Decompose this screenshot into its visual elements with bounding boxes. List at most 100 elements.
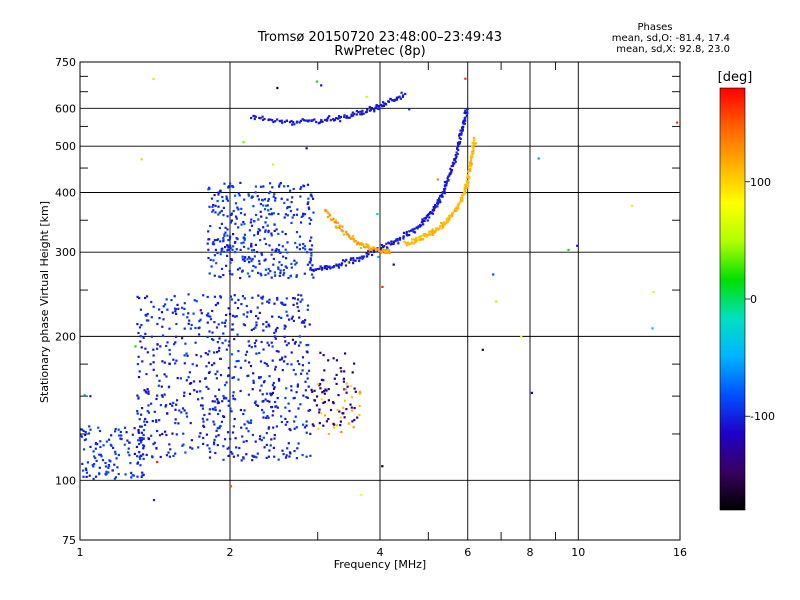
echo-point	[454, 154, 457, 157]
echo-point	[183, 362, 186, 365]
echo-point	[213, 194, 216, 197]
echo-point	[308, 222, 311, 225]
echo-point	[224, 226, 227, 229]
echo-point	[455, 209, 458, 212]
echo-point	[249, 364, 253, 368]
echo-point	[291, 216, 294, 219]
echo-point	[271, 248, 274, 251]
echo-point	[216, 427, 219, 430]
echo-point	[173, 343, 176, 346]
echo-point	[464, 112, 467, 115]
echo-point	[418, 238, 421, 241]
echo-point	[218, 337, 221, 340]
echo-point	[651, 327, 654, 330]
echo-point	[187, 293, 190, 296]
echo-point	[471, 152, 474, 156]
echo-point	[427, 213, 431, 216]
echo-point	[267, 267, 270, 271]
echo-point	[156, 343, 159, 346]
echo-point	[211, 400, 214, 403]
echo-point	[221, 321, 224, 324]
echo-point	[83, 438, 86, 442]
echo-point	[413, 231, 417, 234]
echo-point	[229, 185, 232, 188]
echo-point	[128, 441, 131, 444]
echo-point	[277, 267, 280, 271]
echo-point	[267, 272, 270, 275]
echo-point	[243, 324, 247, 327]
echo-point	[202, 420, 205, 423]
echo-point	[201, 404, 204, 407]
echo-point	[113, 477, 116, 480]
echo-point	[457, 144, 460, 147]
echo-point	[455, 151, 458, 154]
echo-point	[222, 445, 225, 448]
echo-point	[371, 247, 374, 250]
echo-point	[225, 313, 228, 317]
echo-point	[301, 320, 305, 323]
echo-point	[234, 194, 237, 197]
echo-point	[259, 272, 262, 275]
echo-point	[351, 111, 354, 114]
echo-point	[468, 168, 471, 171]
echo-point	[345, 115, 348, 118]
echo-point	[211, 331, 214, 334]
echo-point	[337, 115, 341, 118]
echo-point	[392, 241, 395, 244]
echo-point	[255, 321, 258, 324]
echo-point	[284, 265, 287, 268]
echo-point	[82, 429, 85, 432]
echo-point	[481, 348, 484, 351]
echo-point	[149, 363, 152, 366]
echo-point	[173, 295, 176, 298]
echo-point	[353, 240, 356, 243]
echo-point	[276, 397, 279, 400]
echo-point	[223, 384, 227, 387]
echo-point	[333, 221, 337, 224]
echo-point	[272, 426, 275, 429]
echo-point	[460, 133, 463, 136]
echo-point	[224, 319, 227, 322]
echo-point	[440, 222, 443, 225]
echo-point	[221, 199, 225, 202]
echo-point	[238, 446, 241, 450]
echo-point	[253, 220, 256, 223]
echo-point	[105, 470, 108, 473]
echo-point	[268, 325, 271, 328]
echo-point	[171, 404, 174, 407]
echo-point	[350, 115, 353, 118]
echo-point	[412, 242, 415, 245]
echo-point	[216, 341, 219, 344]
echo-point	[291, 338, 294, 341]
echo-point	[227, 239, 230, 242]
echo-point	[206, 242, 209, 245]
echo-point	[221, 247, 224, 250]
echo-point	[331, 218, 334, 222]
echo-point	[301, 454, 304, 457]
echo-point	[145, 453, 148, 456]
echo-point	[362, 243, 365, 246]
echo-point	[323, 392, 326, 395]
echo-point	[262, 329, 265, 332]
echo-point	[222, 273, 225, 277]
echo-point	[250, 346, 253, 349]
echo-point	[353, 418, 356, 422]
echo-point	[289, 275, 292, 278]
echo-point	[140, 413, 143, 416]
echo-point	[264, 230, 267, 233]
echo-point	[284, 248, 287, 251]
echo-point	[310, 236, 313, 239]
echo-point	[448, 216, 451, 219]
echo-point	[247, 430, 250, 433]
echo-point	[237, 208, 240, 211]
echo-point	[309, 259, 312, 262]
echo-point	[139, 457, 142, 460]
echo-point	[233, 294, 236, 297]
echo-point	[140, 436, 144, 439]
echo-point	[300, 186, 303, 189]
echo-point	[219, 190, 222, 193]
echo-point	[167, 386, 170, 389]
echo-point	[262, 381, 266, 384]
echo-point	[251, 249, 254, 252]
